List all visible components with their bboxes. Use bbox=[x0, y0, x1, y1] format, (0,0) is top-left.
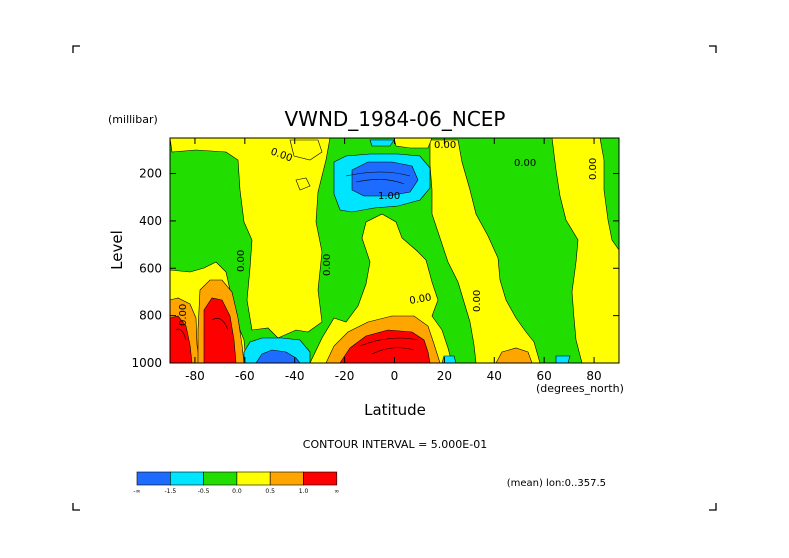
x-tick-label: 60 bbox=[537, 369, 552, 383]
contour-label: 0.00 bbox=[434, 140, 456, 151]
x-tick-label: -80 bbox=[185, 369, 205, 383]
contour-lines bbox=[175, 171, 419, 355]
colorbar-label: ∞ bbox=[334, 488, 339, 495]
colorbar-label: -∞ bbox=[133, 488, 140, 495]
y-tick-label: 200 bbox=[139, 167, 162, 181]
colorbar-label: 0.5 bbox=[265, 488, 275, 495]
contour-label: 1.00 bbox=[378, 191, 400, 202]
colorbar-swatch bbox=[203, 471, 238, 486]
x-axis: -80 -60 -40 -20 0 20 40 60 80 bbox=[185, 138, 602, 383]
contour-label: 0.00 bbox=[514, 158, 536, 169]
colorbar-label: -0.5 bbox=[198, 488, 210, 495]
x-tick-label: 0 bbox=[391, 369, 399, 383]
contour-label: 0.00 bbox=[236, 250, 247, 272]
southern-jet bbox=[170, 279, 245, 363]
upper-negative-cell bbox=[333, 139, 431, 213]
y-tick-label: 400 bbox=[139, 214, 162, 228]
colorbar-swatch bbox=[136, 471, 171, 486]
y-axis-title: Level bbox=[108, 230, 126, 270]
lower-negative-cell bbox=[243, 337, 571, 363]
colorbar-label: 0.0 bbox=[232, 488, 242, 495]
contour-label: 0.00 bbox=[472, 290, 483, 312]
colorbar-swatch bbox=[170, 471, 204, 486]
x-tick-label: -20 bbox=[335, 369, 355, 383]
x-tick-label: 80 bbox=[586, 369, 601, 383]
subset-text: (mean) lon:0..357.5 bbox=[507, 478, 606, 489]
plot-area bbox=[169, 137, 620, 364]
contour-label: 0.00 bbox=[588, 158, 599, 180]
colorbar-swatch bbox=[236, 471, 271, 486]
contour-label: 0.00 bbox=[409, 292, 433, 307]
contour-label: 0.00 bbox=[322, 254, 333, 276]
x-tick-label: -60 bbox=[235, 369, 255, 383]
x-tick-label: -40 bbox=[285, 369, 305, 383]
colorbar-swatch bbox=[269, 471, 304, 486]
colorbar-label: 1.0 bbox=[299, 488, 309, 495]
y-tick-label: 800 bbox=[139, 309, 162, 323]
contour-field bbox=[170, 138, 619, 363]
y-axis: 200 400 600 800 1000 bbox=[131, 167, 619, 370]
crop-marks bbox=[72, 45, 717, 511]
colorbar: -∞ -1.5 -0.5 0.0 0.5 1.0 ∞ bbox=[133, 471, 339, 495]
contour-interval-text: CONTOUR INTERVAL = 5.000E-01 bbox=[303, 438, 487, 451]
x-axis-title: Latitude bbox=[364, 401, 426, 419]
x-tick-label: 40 bbox=[487, 369, 502, 383]
x-axis-units: (degrees_north) bbox=[536, 382, 624, 395]
colorbar-swatch bbox=[303, 471, 338, 486]
y-tick-label: 600 bbox=[139, 261, 162, 275]
contour-label: 0.00 bbox=[178, 304, 189, 326]
chart-title: VWND_1984-06_NCEP bbox=[284, 107, 505, 131]
y-tick-label: 1000 bbox=[131, 356, 162, 370]
y-units-label: (millibar) bbox=[108, 113, 158, 126]
x-tick-label: 20 bbox=[437, 369, 452, 383]
colorbar-label: -1.5 bbox=[164, 488, 176, 495]
